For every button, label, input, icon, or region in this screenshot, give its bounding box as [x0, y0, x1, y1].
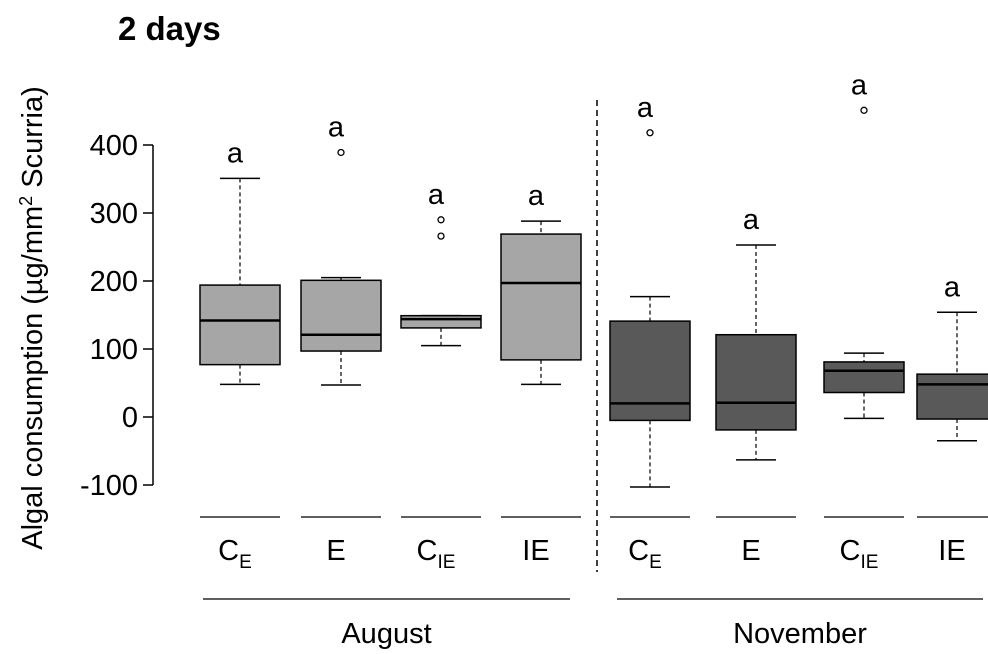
category-label-main: C — [417, 535, 438, 567]
box-4: a — [500, 180, 582, 386]
category-label: CIE — [417, 535, 456, 573]
category-label: E — [741, 535, 760, 567]
category-label: CE — [628, 535, 662, 573]
y-axis: -100 0 100 200 300 400 — [80, 130, 154, 502]
y-tick-label: 200 — [90, 266, 138, 298]
category-label-subscript: IE — [438, 552, 456, 573]
significance-letter: a — [428, 179, 445, 211]
box-labels: CE E CIE IE CE E CIE IE — [200, 516, 988, 573]
box-iqr — [823, 361, 905, 394]
category-label-main: E — [741, 535, 760, 567]
category-label-main: C — [628, 535, 649, 567]
significance-letter: a — [743, 204, 760, 236]
significance-letter: a — [851, 69, 868, 101]
y-tick-label: -100 — [80, 470, 138, 502]
category-label: CE — [218, 535, 252, 573]
y-axis-label-main: Algal consumption (µg/mm — [17, 206, 49, 550]
category-label-main: IE — [522, 535, 549, 567]
category-label: E — [326, 535, 345, 567]
box-iqr — [715, 333, 797, 431]
box-5: a — [609, 92, 691, 488]
box-7: a — [823, 69, 905, 420]
y-tick-label: 400 — [90, 130, 138, 162]
y-axis-label: Algal consumption (µg/mm2 Scurria) — [16, 86, 49, 550]
category-label: IE — [522, 535, 549, 567]
significance-letter: a — [328, 111, 345, 143]
box-8: a — [916, 271, 988, 442]
boxes: a a a a a a a a — [199, 69, 988, 488]
box-iqr — [300, 279, 382, 352]
box-iqr — [500, 233, 582, 361]
y-tick-label: 100 — [90, 334, 138, 366]
significance-letter: a — [944, 271, 961, 303]
box-iqr — [400, 314, 482, 329]
significance-letter: a — [227, 137, 244, 169]
box-iqr — [199, 284, 281, 366]
significance-letter: a — [528, 180, 545, 212]
category-label-subscript: IE — [861, 552, 879, 573]
box-2: a — [300, 111, 382, 386]
outlier-point — [646, 129, 654, 137]
y-tick-label: 300 — [90, 198, 138, 230]
y-axis-label-superscript: 2 — [16, 196, 36, 206]
box-1: a — [199, 137, 281, 386]
box-iqr — [609, 320, 691, 422]
y-tick-label: 0 — [122, 402, 138, 434]
outlier-point — [337, 148, 345, 157]
category-label: IE — [938, 535, 965, 567]
group-label: August — [341, 618, 431, 650]
box-iqr — [916, 373, 988, 420]
significance-letter: a — [637, 92, 654, 124]
chart-title: 2 days — [118, 10, 221, 47]
category-label: CIE — [840, 535, 879, 573]
outlier-point — [437, 216, 445, 224]
outlier-point — [860, 106, 868, 114]
category-label-subscript: E — [239, 552, 252, 573]
category-label-main: IE — [938, 535, 965, 567]
group-labels: August November — [203, 598, 983, 650]
group-label: November — [733, 618, 867, 650]
category-label-main: E — [326, 535, 345, 567]
category-label-subscript: E — [649, 552, 662, 573]
box-6: a — [715, 204, 797, 461]
category-label-main: C — [840, 535, 861, 567]
box-3: a — [400, 179, 482, 347]
outlier-point — [437, 232, 445, 240]
y-axis-label-rest: Scurria) — [17, 86, 49, 196]
category-label-main: C — [218, 535, 239, 567]
